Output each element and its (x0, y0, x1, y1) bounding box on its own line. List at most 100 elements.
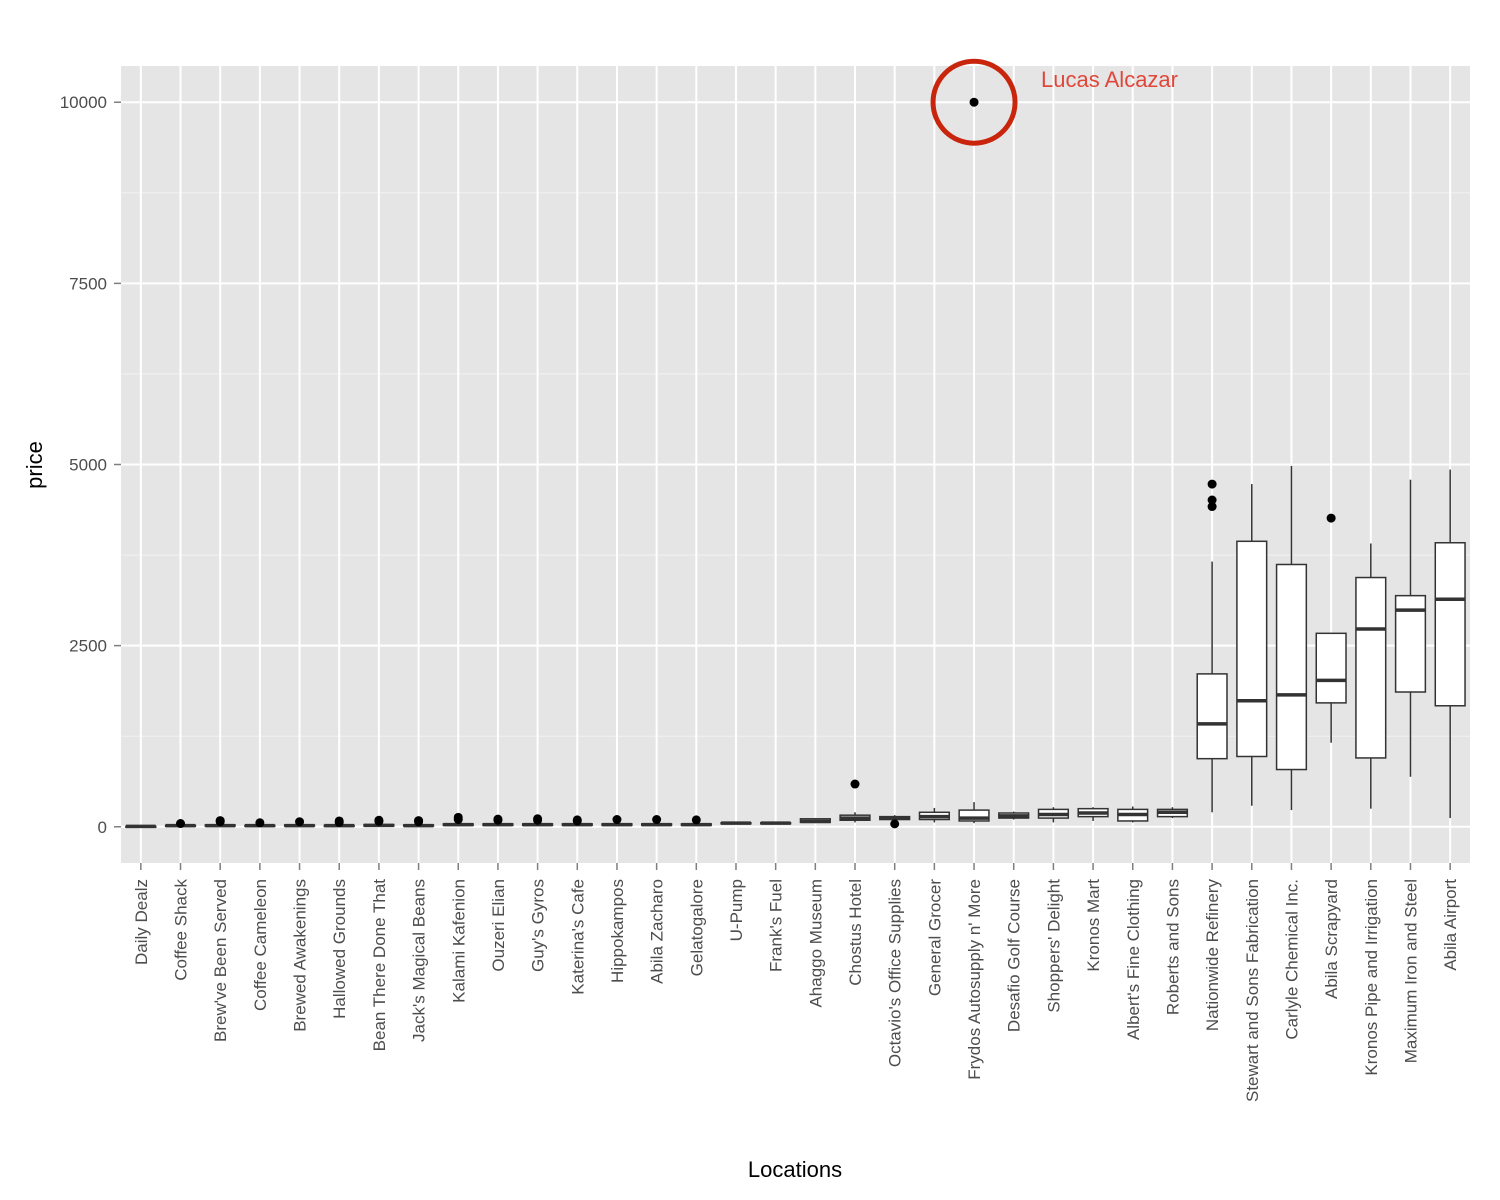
box-4 (244, 818, 276, 828)
outlier-point (255, 818, 265, 828)
x-tick-label: Ouzeri Elian (489, 879, 508, 972)
outlier-point (572, 815, 582, 825)
box-6 (323, 816, 355, 828)
highlight-circle (930, 58, 1018, 146)
box-10 (482, 814, 514, 827)
box-body (1236, 540, 1268, 758)
box-25 (1077, 807, 1109, 821)
outlier-point (1207, 495, 1217, 505)
x-tick-label: Nationwide Refinery (1203, 879, 1222, 1032)
x-tick-label: Roberts and Sons (1163, 879, 1182, 1015)
x-tick-label: Octavio's Office Supplies (886, 879, 905, 1067)
x-tick-label: Hallowed Grounds (330, 879, 349, 1019)
x-tick-label: Katerina's Cafe (568, 879, 587, 995)
x-tick-label: Albert's Fine Clothing (1124, 879, 1143, 1040)
x-tick-label: Frydos Autosupply n' More (965, 879, 984, 1080)
x-tick-label: Brewed Awakenings (291, 879, 310, 1032)
outlier-point (176, 819, 186, 829)
x-tick-label: Shoppers' Delight (1044, 879, 1063, 1013)
x-tick-label: Frank's Fuel (767, 879, 786, 972)
box-series (125, 97, 1466, 829)
x-tick-label: Bean There Done That (370, 879, 389, 1052)
box-11 (521, 814, 554, 827)
outlier-point (612, 815, 622, 825)
annotation-label: Lucas Alcazar (1041, 67, 1178, 92)
x-tick-label: Coffee Shack (172, 879, 191, 981)
x-tick-label: Hippokampos (608, 879, 627, 983)
y-axis-title: price (22, 441, 47, 489)
x-tick-label: Ahaggo Museum (806, 879, 825, 1008)
x-tick-label: Abila Airport (1441, 879, 1460, 971)
y-tick-label: 10000 (60, 93, 107, 112)
x-tick-label: Kronos Pipe and Irrigation (1362, 879, 1381, 1076)
x-tick-label: Chostus Hotel (846, 879, 865, 986)
x-tick-label: Gelatogalore (687, 879, 706, 976)
box-12 (561, 815, 593, 827)
x-tick-label: Kronos Mart (1084, 879, 1103, 972)
outlier-point (969, 97, 979, 107)
box-26 (1117, 806, 1149, 823)
y-tick-label: 5000 (69, 456, 107, 475)
box-20 (879, 815, 911, 829)
x-tick-label: Stewart and Sons Fabrication (1243, 879, 1262, 1102)
major-gridlines (121, 66, 1470, 863)
x-tick-label: Desafio Golf Course (1005, 879, 1024, 1032)
box-body (1355, 576, 1387, 759)
box-body (1434, 542, 1466, 707)
outlier-point (215, 816, 225, 826)
box-21 (918, 807, 950, 823)
outlier-point (850, 779, 860, 789)
box-22 (958, 97, 990, 824)
box-body (1315, 632, 1347, 704)
outlier-point (890, 819, 900, 829)
x-tick-label: Maximum Iron and Steel (1401, 879, 1420, 1063)
box-16 (720, 821, 752, 825)
box-7 (363, 815, 395, 828)
x-tick-label: Carlyle Chemical Inc. (1282, 879, 1301, 1040)
outlier-point (652, 815, 662, 825)
box-33 (1394, 479, 1427, 777)
outlier-point (295, 817, 305, 827)
y-tick-label: 7500 (69, 274, 107, 293)
box-14 (641, 815, 673, 827)
x-axis-title: Locations (748, 1157, 842, 1182)
box-30 (1275, 465, 1308, 811)
box-5 (283, 817, 316, 828)
box-8 (402, 816, 435, 828)
box-23 (998, 811, 1030, 820)
x-tick-label: Kalami Kafenion (449, 879, 468, 1003)
box-15 (680, 815, 712, 827)
x-tick-label: Abila Zacharo (648, 879, 667, 984)
box-3 (204, 816, 236, 828)
box-34 (1434, 469, 1466, 819)
box-19 (839, 779, 871, 823)
box-1 (125, 824, 157, 829)
x-tick-label: General Grocer (925, 879, 944, 996)
y-tick-label: 0 (98, 818, 107, 837)
box-body (1196, 673, 1228, 760)
outlier-point (1326, 513, 1336, 523)
box-body (1275, 563, 1308, 771)
box-28 (1196, 479, 1228, 813)
x-axis: Daily Dealz Coffee Shack Brew've Been Serv… (132, 863, 1460, 1102)
y-tick-label: 2500 (69, 637, 107, 656)
box-2 (164, 819, 197, 829)
x-tick-label: Abila Scrapyard (1322, 879, 1341, 999)
x-tick-label: Coffee Cameleon (251, 879, 270, 1011)
x-tick-label: Jack's Magical Beans (410, 879, 429, 1042)
box-24 (1037, 807, 1070, 823)
box-9 (442, 812, 474, 827)
box-13 (601, 815, 633, 827)
box-31 (1315, 513, 1347, 743)
box-32 (1355, 543, 1387, 809)
box-17 (760, 821, 792, 825)
box-18 (799, 818, 831, 824)
box-27 (1156, 807, 1189, 819)
outlier-point (453, 812, 463, 822)
x-tick-label: Daily Dealz (132, 879, 151, 965)
box-29 (1236, 484, 1268, 806)
outlier-point (1207, 502, 1217, 512)
outlier-point (1207, 479, 1217, 489)
outlier-point (533, 814, 543, 824)
